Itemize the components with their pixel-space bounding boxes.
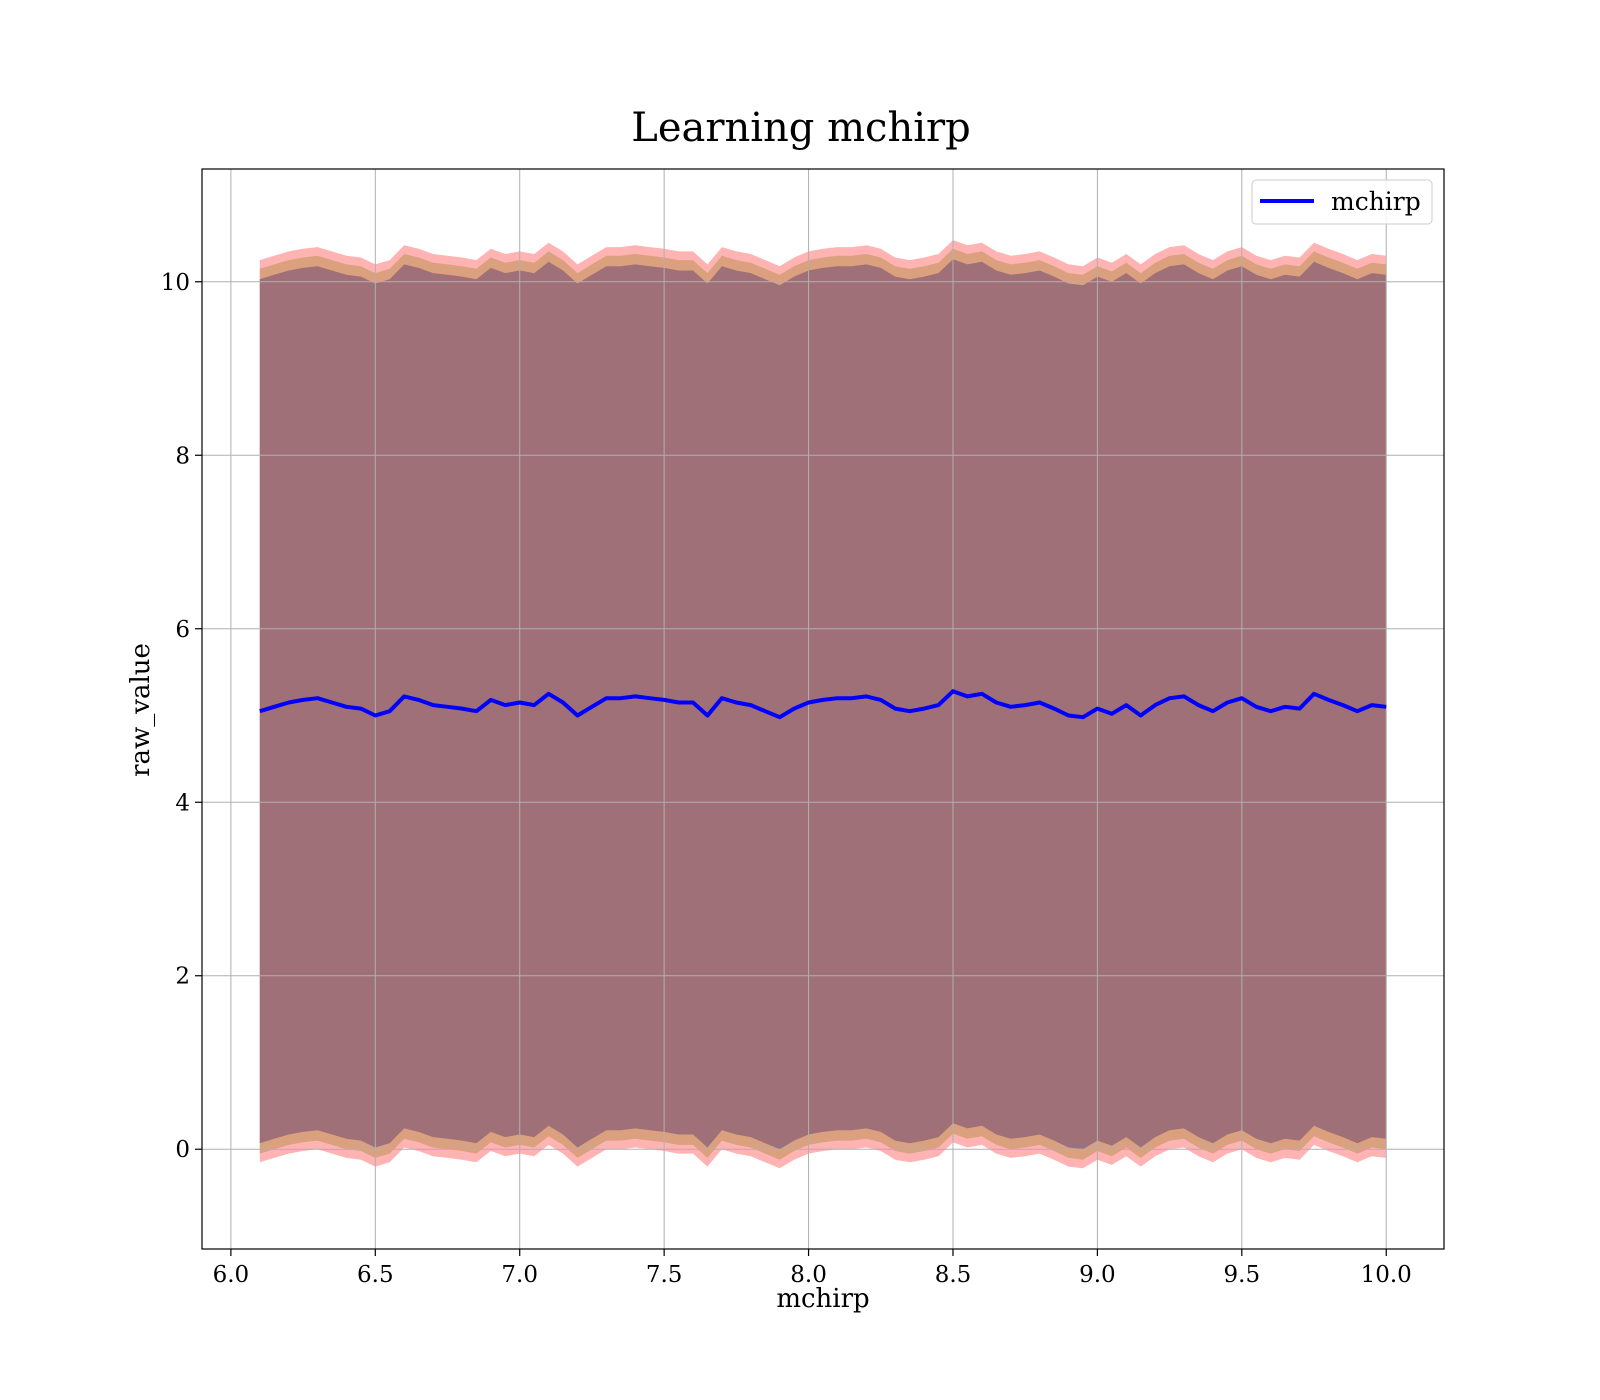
- x-tick-label: 6.5: [357, 1262, 394, 1288]
- y-tick-label: 0: [175, 1137, 190, 1163]
- x-tick-label: 9.0: [1079, 1262, 1116, 1288]
- series-line-mchirp: [259, 689, 1387, 720]
- x-axis-label: mchirp: [776, 1284, 869, 1314]
- series-lines: [259, 689, 1387, 720]
- x-tick-label: 9.5: [1224, 1262, 1261, 1288]
- y-tick-label: 10: [161, 270, 190, 296]
- y-tick-label: 8: [175, 443, 190, 469]
- x-tick-label: 8.5: [935, 1262, 972, 1288]
- y-axis-label: raw_value: [126, 643, 156, 777]
- x-tick-label: 7.0: [501, 1262, 538, 1288]
- x-axis-ticks: 6.0 6.5 7.0 7.5 8.0 8.5 9.0 9.5 10.0: [213, 1249, 1412, 1288]
- x-tick-label: 8.0: [790, 1262, 827, 1288]
- legend-box: [1251, 179, 1433, 225]
- x-tick-label: 6.0: [213, 1262, 250, 1288]
- plot-frame: [201, 168, 1445, 1250]
- confidence-bands: [259, 240, 1387, 1169]
- y-tick-label: 4: [175, 790, 190, 816]
- chart-title: Learning mchirp: [631, 105, 970, 151]
- grid-lines: [202, 169, 1444, 1249]
- x-tick-label: 7.5: [646, 1262, 683, 1288]
- band-2: [259, 259, 1387, 1150]
- legend: mchirp: [1251, 179, 1433, 225]
- y-tick-label: 2: [175, 964, 190, 990]
- legend-label-mchirp: mchirp: [1331, 187, 1421, 216]
- y-axis-ticks: 0 2 4 6 8 10: [161, 270, 202, 1163]
- y-tick-label: 6: [175, 617, 190, 643]
- x-tick-label: 10.0: [1361, 1262, 1412, 1288]
